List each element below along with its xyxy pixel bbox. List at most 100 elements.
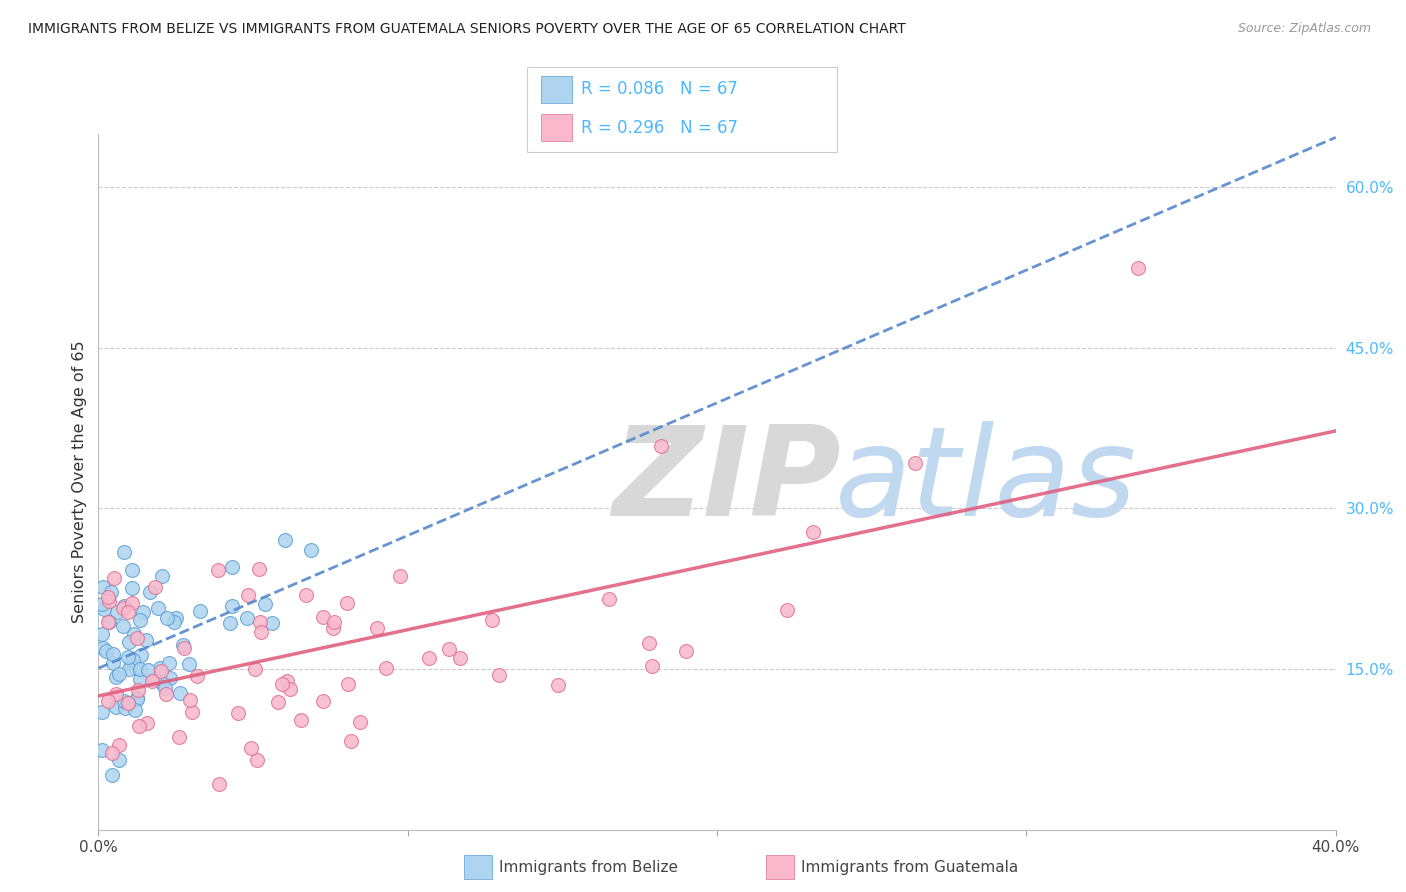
- Point: [163, 615, 186, 630]
- Point: [157, 657, 180, 671]
- Point: [349, 714, 371, 729]
- Point: [91, 640, 114, 655]
- Point: [488, 668, 510, 682]
- Point: [389, 568, 412, 582]
- Point: [172, 638, 194, 652]
- Text: IMMIGRANTS FROM BELIZE VS IMMIGRANTS FROM GUATEMALA SENIORS POVERTY OVER THE AGE: IMMIGRANTS FROM BELIZE VS IMMIGRANTS FRO…: [28, 22, 905, 37]
- Point: [143, 673, 166, 687]
- Point: [775, 603, 797, 617]
- Point: [249, 615, 271, 630]
- Point: [98, 615, 121, 629]
- Point: [124, 703, 146, 717]
- Point: [108, 667, 131, 681]
- Point: [131, 606, 153, 620]
- Point: [641, 659, 664, 673]
- Point: [904, 456, 927, 470]
- Point: [186, 668, 208, 682]
- Point: [136, 716, 159, 731]
- Point: [90, 597, 112, 611]
- Point: [112, 694, 135, 708]
- Point: [322, 615, 344, 629]
- Point: [418, 650, 440, 665]
- Point: [108, 739, 131, 753]
- Point: [125, 692, 148, 706]
- Point: [101, 768, 124, 782]
- Point: [90, 705, 112, 719]
- Point: [219, 615, 242, 630]
- Point: [121, 581, 143, 595]
- Point: [801, 524, 824, 539]
- Point: [207, 563, 229, 577]
- Point: [159, 671, 181, 685]
- Point: [111, 601, 134, 615]
- Point: [104, 687, 127, 701]
- Point: [108, 753, 131, 767]
- Point: [125, 631, 148, 645]
- Point: [598, 592, 620, 607]
- Point: [221, 560, 243, 574]
- Point: [150, 665, 173, 679]
- Point: [118, 635, 141, 649]
- Point: [138, 585, 160, 599]
- Point: [112, 545, 135, 559]
- Point: [93, 602, 115, 616]
- Point: [121, 653, 143, 667]
- Point: [135, 632, 157, 647]
- Point: [439, 642, 461, 657]
- Point: [290, 714, 312, 728]
- Point: [276, 673, 298, 688]
- Point: [101, 746, 124, 760]
- Point: [280, 682, 302, 697]
- Point: [169, 686, 191, 700]
- Point: [91, 743, 114, 757]
- Point: [125, 661, 148, 675]
- Point: [131, 648, 153, 663]
- Point: [267, 695, 290, 709]
- Point: [481, 613, 503, 627]
- Point: [121, 563, 143, 577]
- Point: [173, 640, 195, 655]
- Point: [650, 438, 672, 452]
- Point: [100, 584, 122, 599]
- Point: [101, 656, 124, 670]
- Point: [128, 613, 150, 627]
- Point: [311, 610, 333, 624]
- Point: [128, 719, 150, 733]
- Point: [103, 571, 125, 585]
- Point: [245, 662, 267, 676]
- Point: [96, 644, 118, 658]
- Point: [177, 657, 200, 671]
- Point: [127, 690, 149, 705]
- Text: Immigrants from Belize: Immigrants from Belize: [499, 860, 678, 874]
- Point: [181, 705, 204, 719]
- Point: [254, 598, 277, 612]
- Y-axis label: Seniors Poverty Over the Age of 65: Seniors Poverty Over the Age of 65: [72, 341, 87, 623]
- Point: [149, 661, 172, 675]
- Point: [247, 562, 270, 576]
- Text: R = 0.086   N = 67: R = 0.086 N = 67: [581, 80, 738, 98]
- Point: [91, 580, 114, 594]
- Point: [312, 694, 335, 708]
- Point: [90, 626, 112, 640]
- Point: [322, 621, 344, 635]
- Point: [114, 701, 136, 715]
- Point: [117, 649, 139, 664]
- Text: Source: ZipAtlas.com: Source: ZipAtlas.com: [1237, 22, 1371, 36]
- Point: [153, 681, 176, 696]
- Point: [260, 615, 283, 630]
- Point: [240, 740, 263, 755]
- Point: [97, 694, 120, 708]
- Point: [128, 662, 150, 676]
- Point: [638, 636, 661, 650]
- Point: [375, 661, 398, 675]
- Point: [155, 687, 177, 701]
- Point: [336, 596, 359, 610]
- Point: [340, 734, 363, 748]
- Text: R = 0.296   N = 67: R = 0.296 N = 67: [581, 119, 738, 136]
- Point: [169, 730, 191, 744]
- Point: [127, 683, 149, 698]
- Point: [449, 650, 471, 665]
- Point: [221, 599, 243, 613]
- Point: [141, 673, 163, 688]
- Point: [179, 693, 201, 707]
